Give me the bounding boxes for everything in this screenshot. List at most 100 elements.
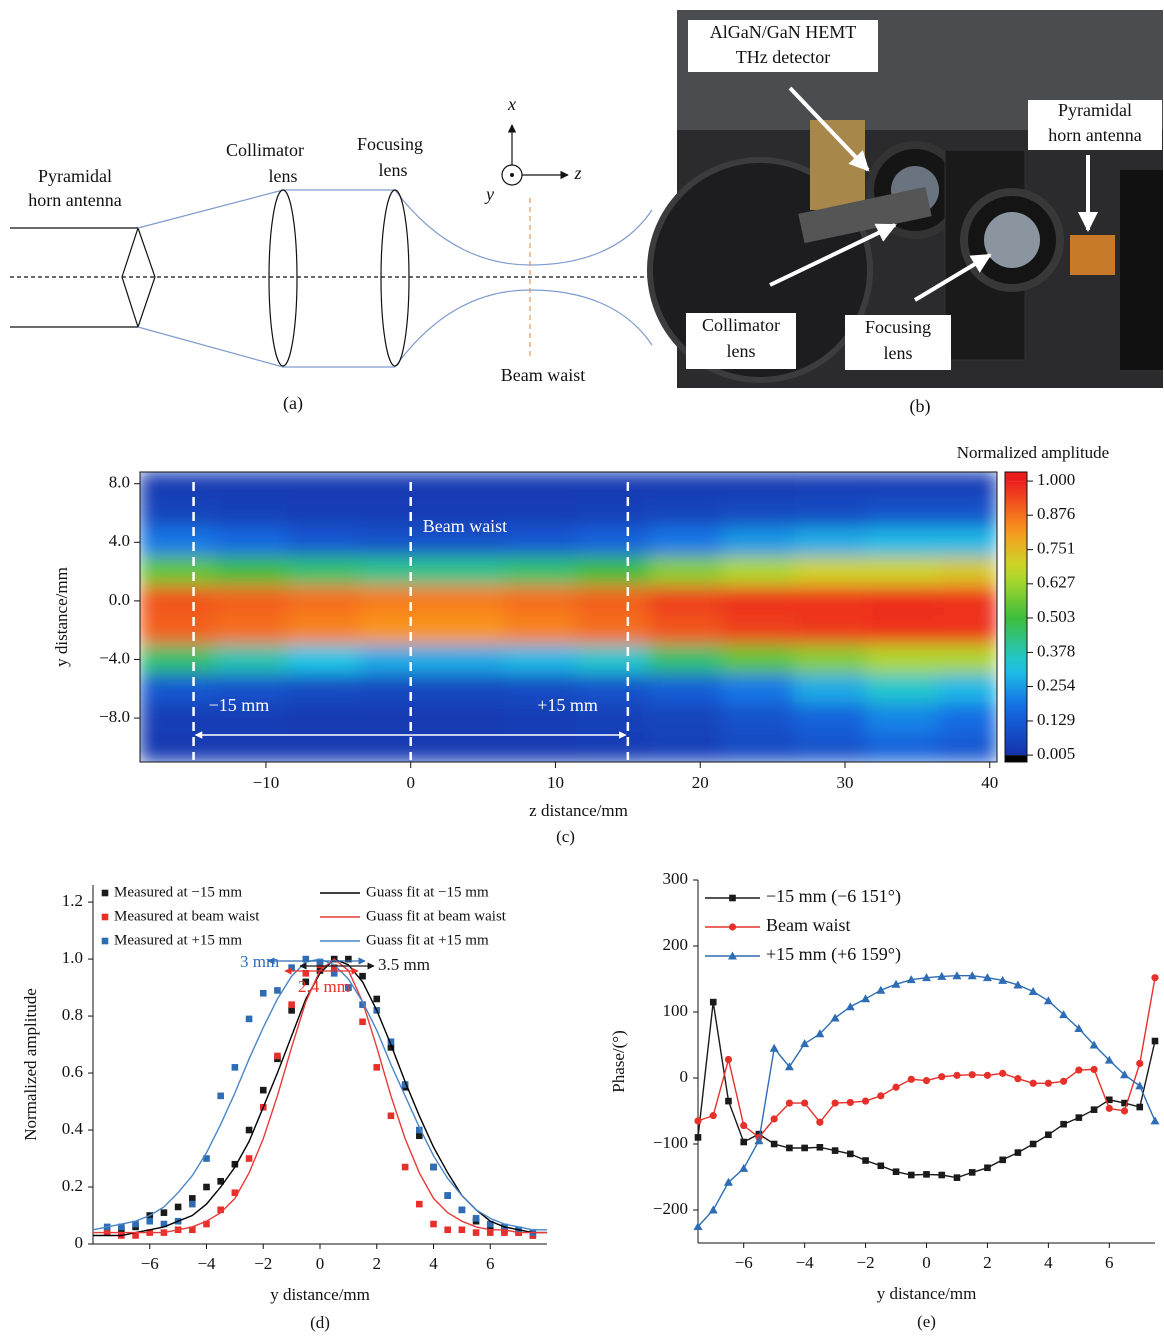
heat-cell <box>866 497 940 529</box>
heat-cell <box>287 615 361 646</box>
point <box>984 1164 991 1172</box>
heat-cell <box>938 497 997 529</box>
colorbar-tick-label: 0.876 <box>1037 504 1075 523</box>
heatmap-cells <box>140 472 997 762</box>
collimator-label: Collimator <box>226 140 304 160</box>
heat-cell <box>793 615 868 646</box>
y-axis-dot <box>510 173 514 177</box>
heat-cell <box>359 497 433 529</box>
y-tick-label: 0 <box>680 1067 689 1086</box>
heat-cell <box>140 702 216 734</box>
point <box>876 985 886 994</box>
y-axis-title: Phase/(°) <box>609 1030 628 1093</box>
heat-cell <box>576 615 651 646</box>
detector-mount <box>810 120 865 210</box>
caption: (a) <box>283 393 303 414</box>
heat-cell <box>721 615 795 646</box>
caption: (e) <box>917 1312 936 1331</box>
point <box>288 964 295 971</box>
heat-cell <box>793 497 868 529</box>
point <box>1106 1096 1113 1104</box>
y-tick-label: 0 <box>75 1233 84 1252</box>
point <box>845 1002 855 1011</box>
heat-cell <box>504 472 578 499</box>
point <box>785 1099 794 1107</box>
heatmap <box>140 472 997 762</box>
heat-cell <box>649 585 723 617</box>
heat-cell <box>793 732 868 762</box>
x-tick-label: 30 <box>836 773 853 792</box>
x-tick-label: 10 <box>547 773 564 792</box>
x-axis-title: z distance/mm <box>529 801 628 820</box>
heat-cell <box>504 615 578 646</box>
heat-cell <box>649 497 723 529</box>
x-tick-label: −2 <box>254 1254 272 1273</box>
lens <box>984 212 1040 268</box>
point <box>387 1112 395 1120</box>
legend-label: Measured at −15 mm <box>114 884 242 900</box>
point <box>967 971 977 980</box>
x-tick-label: 0 <box>316 1254 325 1273</box>
horn-label: Pyramidal <box>38 166 112 186</box>
point <box>922 1077 931 1085</box>
heat-cell <box>287 472 361 499</box>
beam-edge <box>394 189 653 266</box>
point <box>245 1126 253 1134</box>
point <box>1060 1077 1068 1085</box>
x-tick-label: 6 <box>486 1254 495 1273</box>
point <box>983 1071 992 1079</box>
point <box>118 1223 125 1231</box>
arrow <box>913 253 992 302</box>
point <box>693 1222 703 1230</box>
point <box>245 1155 253 1162</box>
horn-mount <box>1120 170 1163 370</box>
heat-cell <box>214 615 289 646</box>
point <box>724 1055 733 1064</box>
point <box>999 1156 1006 1164</box>
heat-cell <box>214 556 289 587</box>
point <box>416 1200 423 1208</box>
heat-cell <box>287 644 361 675</box>
heat-cell <box>649 644 723 675</box>
heat-cell <box>214 527 289 558</box>
point <box>401 1163 409 1171</box>
heat-cell <box>504 644 578 675</box>
heat-cell <box>504 585 578 617</box>
point <box>359 1001 366 1008</box>
collimator-lens <box>268 189 298 367</box>
point <box>938 1171 946 1179</box>
point <box>174 1203 182 1211</box>
heat-cell <box>866 732 940 762</box>
point <box>754 1136 764 1145</box>
heat-cell <box>359 732 433 762</box>
diagram-a <box>10 124 662 368</box>
point <box>359 972 366 980</box>
legend-label: −15 mm (−6 151°) <box>766 886 901 907</box>
point <box>891 979 901 988</box>
point <box>847 1150 854 1158</box>
point <box>444 1226 451 1234</box>
heat-cell <box>938 615 997 646</box>
point <box>160 1209 168 1216</box>
point <box>189 1226 196 1234</box>
heat-cell <box>140 644 216 675</box>
point <box>770 1140 778 1148</box>
x-tick-label: 20 <box>692 773 709 792</box>
point <box>1090 1106 1098 1113</box>
colorbar-tick-label: 0.378 <box>1037 641 1075 660</box>
point <box>416 1126 423 1134</box>
heat-cell <box>359 702 433 734</box>
point <box>786 1144 793 1152</box>
detector-label: THz detector <box>736 47 830 67</box>
x-tick-label: 0 <box>922 1253 931 1272</box>
colorbar-tick-label: 0.503 <box>1037 607 1075 626</box>
colorbar-tick-label: 0.627 <box>1037 573 1076 592</box>
label-box <box>688 20 878 72</box>
point <box>472 1229 480 1236</box>
heat-cell <box>938 702 997 734</box>
point <box>1029 1140 1037 1148</box>
heat-cell <box>721 644 795 675</box>
label-box <box>845 315 951 370</box>
point <box>1135 1081 1145 1090</box>
heat-cell <box>214 732 289 762</box>
